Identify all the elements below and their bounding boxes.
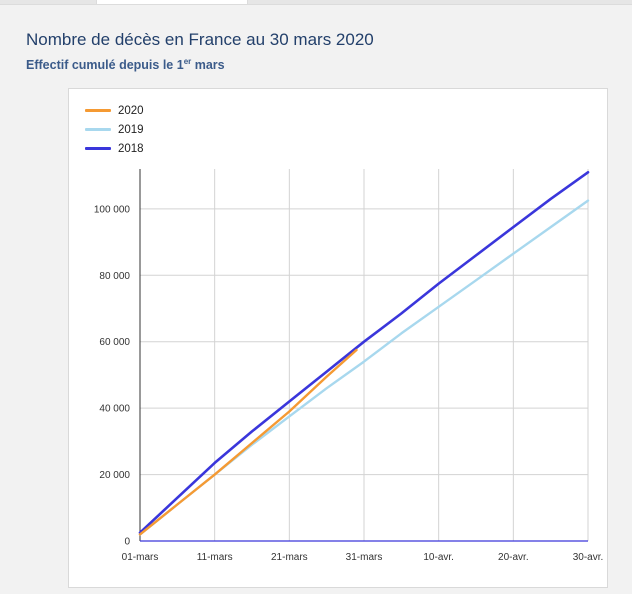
series-line-2020 xyxy=(138,348,358,536)
legend-item-2018[interactable]: 2018 xyxy=(85,139,144,158)
legend-label: 2020 xyxy=(118,104,144,117)
top-tab[interactable] xyxy=(96,0,248,4)
subtitle-superscript: er xyxy=(183,57,192,66)
x-tick-label: 21-mars xyxy=(271,552,308,563)
y-tick-label: 20 000 xyxy=(99,470,130,481)
chart-subtitle: Effectif cumulé depuis le 1er mars xyxy=(26,57,225,72)
legend-swatch xyxy=(85,128,111,131)
top-bar xyxy=(0,0,632,5)
legend-label: 2018 xyxy=(118,142,144,155)
x-tick-label: 10-avr. xyxy=(423,552,454,563)
legend-item-2019[interactable]: 2019 xyxy=(85,120,144,139)
chart-legend: 2020 2019 2018 xyxy=(85,101,144,158)
y-tick-label: 40 000 xyxy=(99,404,130,415)
y-tick-label: 80 000 xyxy=(99,271,130,282)
x-tick-label: 30-avr. xyxy=(573,552,604,563)
series-line-2018 xyxy=(138,171,590,535)
y-tick-label: 0 xyxy=(124,537,130,548)
legend-swatch xyxy=(85,147,111,150)
x-tick-label: 31-mars xyxy=(346,552,383,563)
chart-plot: 0 20 000 40 000 60 000 80 000 100 000 01-mars 1… xyxy=(94,169,604,563)
subtitle-suffix: mars xyxy=(191,58,225,72)
x-tick-label: 11-mars xyxy=(197,552,233,563)
x-tick-label: 01-mars xyxy=(122,552,159,563)
y-tick-label: 60 000 xyxy=(99,337,130,348)
x-tick-label: 20-avr. xyxy=(498,552,529,563)
legend-swatch xyxy=(85,109,111,112)
subtitle-prefix: Effectif cumulé depuis le 1 xyxy=(26,58,184,72)
legend-item-2020[interactable]: 2020 xyxy=(85,101,144,120)
y-tick-label: 100 000 xyxy=(94,204,131,215)
legend-label: 2019 xyxy=(118,123,144,136)
chart-title: Nombre de décès en France au 30 mars 202… xyxy=(26,30,374,49)
chart-card: 0 20 000 40 000 60 000 80 000 100 000 01-mars 1… xyxy=(68,88,608,588)
